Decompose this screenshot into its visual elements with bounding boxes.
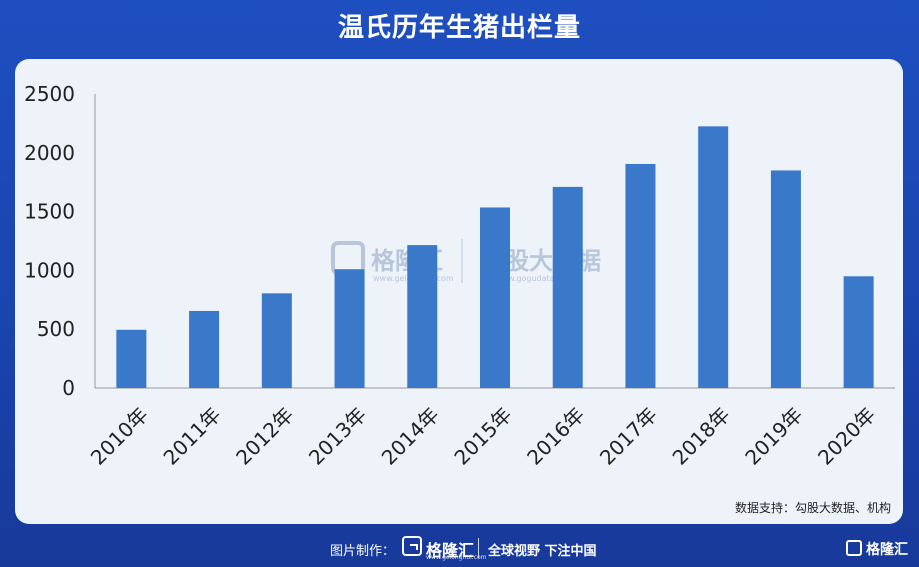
y-tick-label: 1000: [24, 258, 75, 282]
footer-credit: 图片制作：: [330, 544, 396, 559]
corner-logo-icon: [846, 540, 862, 556]
y-tick-label: 1500: [24, 200, 75, 224]
corner-brand: 格隆汇: [866, 542, 908, 558]
x-tick-label: 2016年: [522, 403, 589, 470]
bar: [698, 126, 729, 388]
footer-brand-url: www.gelonghui.com: [426, 554, 487, 561]
footer-slogan: 全球视野 下注中国: [488, 544, 597, 559]
x-tick-label: 2011年: [159, 403, 226, 470]
bars: [116, 126, 874, 388]
watermark-logo-icon: [331, 241, 365, 275]
bar: [116, 329, 147, 388]
bar: [334, 269, 365, 388]
bar: [552, 186, 583, 388]
chart-panel: 格隆汇 www.gelonghui.com 勾股大数据 www.gogudata…: [15, 59, 903, 524]
watermark-url-2: www.gogudata.com: [495, 274, 574, 283]
data-source: 数据支持：勾股大数据、机构: [734, 501, 891, 515]
bar: [770, 170, 801, 388]
y-ticks: 0 500 1000 1500 2000 2500: [24, 82, 75, 400]
x-tick-label: 2017年: [595, 403, 662, 470]
bar: [625, 163, 656, 388]
gelonghui-logo-icon: [402, 536, 422, 556]
y-tick-label: 0: [62, 376, 75, 400]
footer-divider: [478, 538, 479, 558]
bar: [843, 276, 874, 388]
chart-title: 温氏历年生猪出栏量: [337, 13, 581, 43]
x-tick-label: 2014年: [377, 403, 444, 470]
x-tick-label: 2013年: [304, 403, 371, 470]
x-ticks: 2010年 2011年 2012年 2013年 2014年 2015年 2016年 2017年…: [86, 403, 880, 470]
x-tick-label: 2019年: [740, 403, 807, 470]
y-tick-label: 2500: [24, 82, 75, 106]
bar: [261, 293, 292, 388]
x-tick-label: 2018年: [668, 403, 735, 470]
bar: [480, 207, 510, 388]
y-tick-label: 500: [37, 317, 75, 341]
x-tick-label: 2015年: [449, 403, 516, 470]
bar-chart: 格隆汇 www.gelonghui.com 勾股大数据 www.gogudata…: [24, 82, 895, 470]
footer: 图片制作： 格隆汇 www.gelonghui.com 全球视野 下注中国 格隆…: [0, 530, 919, 567]
y-tick-label: 2000: [24, 141, 75, 165]
bar: [407, 245, 438, 388]
bar: [189, 310, 220, 388]
footer-brand: 格隆汇: [426, 541, 475, 560]
x-tick-label: 2010年: [86, 403, 153, 470]
x-tick-label: 2020年: [813, 403, 880, 470]
x-tick-label: 2012年: [231, 403, 298, 470]
